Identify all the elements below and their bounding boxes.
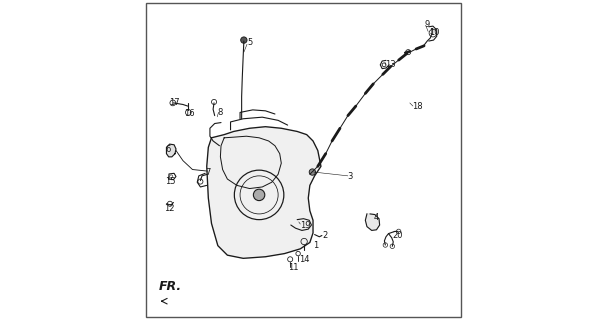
Text: 8: 8 — [217, 108, 223, 117]
Text: 16: 16 — [184, 108, 195, 117]
Polygon shape — [207, 127, 321, 258]
Text: 1: 1 — [313, 241, 318, 250]
Polygon shape — [166, 144, 176, 157]
Polygon shape — [365, 214, 379, 230]
Text: 14: 14 — [299, 255, 309, 264]
Circle shape — [309, 169, 316, 175]
Text: 9: 9 — [425, 20, 430, 29]
Text: 4: 4 — [373, 213, 379, 222]
Text: 17: 17 — [169, 99, 180, 108]
Text: 7: 7 — [206, 168, 211, 177]
Circle shape — [241, 37, 247, 43]
Circle shape — [253, 189, 265, 201]
Text: 18: 18 — [412, 102, 423, 111]
Text: FR.: FR. — [159, 280, 182, 293]
Text: 19: 19 — [300, 220, 310, 229]
Text: 12: 12 — [164, 204, 174, 213]
Text: 20: 20 — [392, 231, 403, 240]
Text: 5: 5 — [247, 38, 253, 47]
Text: 2: 2 — [322, 231, 328, 240]
Text: 13: 13 — [385, 60, 395, 69]
Text: 3: 3 — [347, 172, 353, 181]
Text: 6: 6 — [166, 145, 171, 154]
Text: 10: 10 — [429, 28, 440, 37]
Text: 11: 11 — [288, 263, 298, 272]
Text: 15: 15 — [166, 177, 176, 186]
